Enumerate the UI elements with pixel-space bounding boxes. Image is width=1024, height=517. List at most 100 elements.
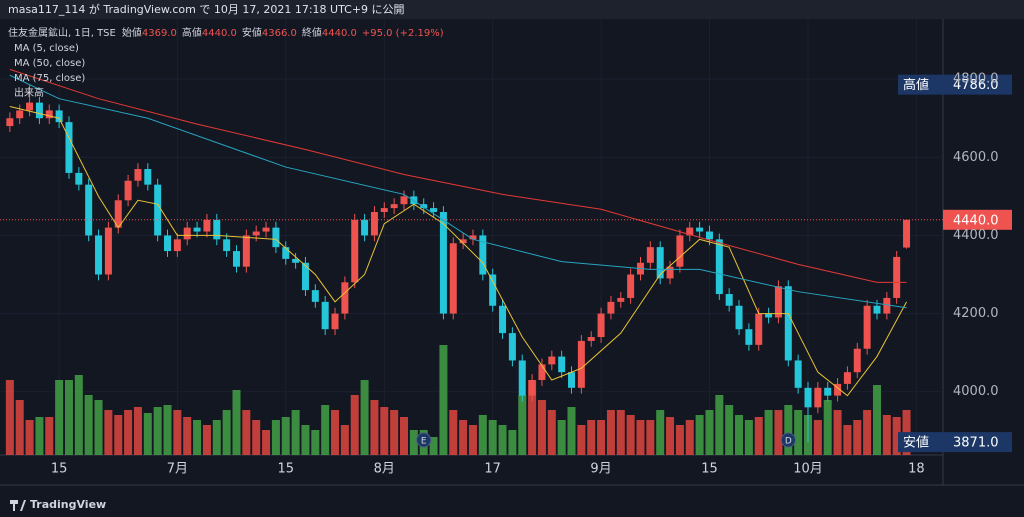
- legend-value: 4369.0: [142, 28, 177, 39]
- candle-body: [459, 239, 467, 244]
- volume-bar: [321, 405, 330, 455]
- event-marker: [780, 432, 796, 448]
- candle-body: [213, 219, 221, 240]
- volume-bar: [55, 380, 64, 455]
- volume-bar: [823, 400, 832, 455]
- candle-body: [528, 379, 536, 396]
- candle-body: [479, 235, 487, 275]
- volume-bar: [744, 420, 753, 455]
- candle-body: [676, 235, 684, 267]
- candle-body: [666, 266, 674, 279]
- candle-body: [705, 231, 713, 240]
- volume-bar: [429, 437, 438, 455]
- candle-body: [154, 184, 162, 236]
- price-badge-value: 4440.0: [953, 213, 999, 228]
- volume-bar: [705, 410, 714, 455]
- candle-body: [26, 102, 34, 111]
- candle-body: [173, 239, 181, 252]
- candle-body: [124, 180, 132, 201]
- volume-bar: [774, 410, 783, 455]
- volume-bar: [468, 425, 477, 455]
- legend-value: 4440.0: [322, 28, 357, 39]
- candle-body: [164, 235, 172, 252]
- volume-bar: [695, 415, 704, 455]
- volume-bar: [597, 420, 606, 455]
- legend-label: 安値: [242, 26, 262, 39]
- candle-body: [745, 329, 753, 345]
- volume-bar: [390, 410, 399, 455]
- candle-body: [814, 387, 822, 408]
- volume-bar: [764, 410, 773, 455]
- volume-bar: [567, 407, 576, 455]
- x-tick-label: 15: [277, 462, 294, 477]
- candle-body: [489, 274, 497, 306]
- ohlc-legend: 住友金属鉱山, 1日, TSE 始値4369.0 高値4440.0 安値4366.0 終…: [8, 26, 444, 39]
- candle-body: [301, 262, 309, 291]
- volume-bar: [124, 410, 133, 455]
- x-tick-label: 7月: [167, 462, 188, 477]
- volume-bar: [74, 375, 83, 455]
- candle-body: [755, 313, 763, 345]
- volume-bar: [380, 407, 389, 455]
- candle-body: [272, 227, 280, 248]
- volume-bar: [301, 425, 310, 455]
- volume-bar: [331, 410, 340, 455]
- candle-body: [311, 290, 319, 302]
- volume-bar: [212, 420, 221, 455]
- candle-body: [577, 340, 585, 388]
- candle-body: [607, 301, 615, 314]
- candle-body: [715, 239, 723, 295]
- candle-body: [55, 110, 63, 123]
- candle-body: [223, 239, 231, 252]
- candle-body: [903, 219, 911, 248]
- header-bar: [0, 0, 1024, 19]
- legend-label: 始値: [122, 26, 142, 39]
- volume-bar: [675, 425, 684, 455]
- candle-body: [883, 297, 891, 314]
- volume-bar: [547, 410, 556, 455]
- candle-body: [292, 258, 300, 263]
- price-badge-name: 高値: [903, 77, 929, 93]
- candle-body: [449, 243, 457, 314]
- x-tick-label: 15: [701, 462, 718, 477]
- candle-body: [568, 372, 576, 388]
- candle-body: [834, 383, 842, 396]
- candle-body: [75, 172, 83, 185]
- legend-label: 終値: [302, 26, 322, 39]
- volume-bar: [666, 417, 675, 455]
- volume-bar: [478, 415, 487, 455]
- price-badge-value: 4786.0: [953, 78, 999, 93]
- candle-body: [696, 227, 704, 232]
- volume-bar: [340, 425, 349, 455]
- indicator-legend: MA (50, close): [14, 58, 85, 69]
- volume-bar: [685, 420, 694, 455]
- volume-bar: [370, 400, 379, 455]
- candle-body: [35, 102, 43, 119]
- volume-bar: [843, 425, 852, 455]
- y-tick-label: 4800.0: [953, 72, 999, 87]
- price-badge-value: 3871.0: [953, 436, 999, 451]
- indicator-legend: MA (5, close): [14, 43, 79, 54]
- candle-body: [863, 305, 871, 349]
- volume-bar: [725, 405, 734, 455]
- price-badge-name: 安値: [903, 435, 929, 451]
- candle-body: [341, 282, 349, 314]
- candle-body: [331, 313, 339, 330]
- candle-body: [85, 184, 93, 236]
- candle-body: [6, 118, 14, 127]
- ma-line: [9, 68, 907, 283]
- candle-body: [390, 204, 398, 209]
- legend-change: +95.0 (+2.19%): [362, 28, 444, 39]
- volume-bar: [626, 415, 635, 455]
- volume-bar: [252, 420, 261, 455]
- volume-bar: [45, 417, 54, 455]
- candle-body: [282, 247, 290, 259]
- volume-bar: [153, 407, 162, 455]
- candle-body: [114, 200, 122, 228]
- volume-bar: [557, 420, 566, 455]
- volume-bar: [311, 430, 320, 455]
- candle-body: [656, 247, 664, 279]
- volume-bar: [863, 410, 872, 455]
- volume-bar: [262, 430, 271, 455]
